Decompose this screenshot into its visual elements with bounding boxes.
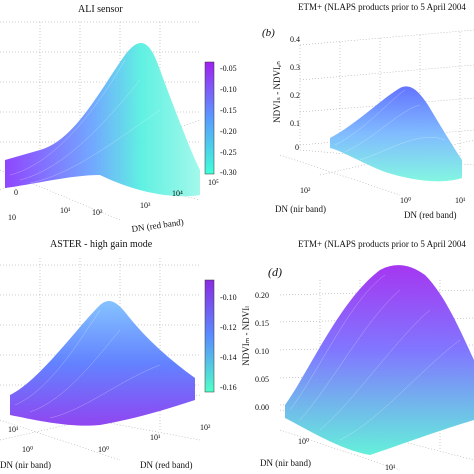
panel-b-xtick-2: 10¹ <box>455 196 466 205</box>
panel-d: ETM+ (NLAPS products prior to 5 April 20… <box>255 239 474 472</box>
panel-c-cb-tick-3: -0.14 <box>220 353 237 362</box>
panel-c-colorbar <box>204 279 215 393</box>
panel-b: ETM+ (NLAPS products prior to 5 April 20… <box>262 2 474 220</box>
panel-a-xlabel: DN (red band) <box>131 217 184 234</box>
panel-a-ytick-1: 0 <box>14 188 18 197</box>
panel-b-mesh-lines <box>334 89 446 161</box>
panel-b-zlabel: NDVIₛ - NDVIₑₙ <box>272 61 282 123</box>
panel-b-zticks: 0.4 0.3 0.2 0.1 0 <box>290 35 300 152</box>
panel-b-title: ETM+ (NLAPS products prior to 5 April 20… <box>298 2 466 12</box>
panel-b-ztick-3: 0.2 <box>290 91 300 100</box>
panel-d-xtick-1: 10¹ <box>385 463 396 472</box>
panel-a-cb-tick-4: -0.20 <box>220 127 237 136</box>
panel-d-ztick-3: 0.10 <box>255 347 269 356</box>
panel-d-title: ETM+ (NLAPS products prior to 5 April 20… <box>298 239 466 249</box>
panel-a-xtick-3: 10³ <box>140 201 151 210</box>
panel-d-mesh-lines <box>289 274 461 441</box>
panel-d-surface <box>285 265 474 455</box>
panel-a-cb-tick-1: -0.05 <box>220 64 237 73</box>
panel-c-ylabel: DN (nir band) <box>0 460 51 470</box>
panel-d-ztick-5: 0.00 <box>255 403 269 412</box>
panel-d-letter: (d) <box>268 265 282 279</box>
panel-c-cb-tick-1: -0.10 <box>220 293 237 302</box>
panel-a-title: ALI sensor <box>78 4 123 15</box>
panel-a-ytick-2: 10 <box>8 213 16 222</box>
panel-a: ALI sensor 0 10 10¹ 10² 10³ 10⁴ 10⁵ DN (… <box>0 4 237 234</box>
panel-c-cb-tick-4: -0.16 <box>220 383 237 392</box>
panel-b-xtick-1: 10⁰ <box>400 196 411 205</box>
panel-c-surface <box>10 300 195 426</box>
panel-a-xtick-2: 10² <box>92 208 103 217</box>
panel-a-axis-ticks: 0 10 10¹ 10² 10³ 10⁴ 10⁵ <box>8 178 219 222</box>
panel-a-cb-tick-2: -0.10 <box>220 85 237 94</box>
panel-c-axis-ticks: 10¹ 10⁰ 10⁰ 10¹ 10² <box>8 423 211 454</box>
panel-c: ASTER - high gain mode 10¹ 10⁰ 10⁰ 10¹ 1… <box>0 239 251 470</box>
panel-c-cb-label: NDVIₘ - NDVIₗ <box>241 306 251 366</box>
panel-c-xtick-3: 10² <box>200 423 211 432</box>
panel-d-ztick-4: 0.05 <box>255 375 269 384</box>
panel-a-xtick-4: 10⁴ <box>172 189 183 198</box>
panel-b-surface <box>330 86 462 182</box>
panel-a-colorbar-ticks: -0.05 -0.10 -0.15 -0.20 -0.25 -0.30 <box>220 64 237 177</box>
panel-b-letter: (b) <box>262 27 275 39</box>
panel-a-xtick-1: 10¹ <box>60 206 71 215</box>
panel-c-ytick-1: 10¹ <box>8 425 19 434</box>
panel-d-ytick-1: 10⁰ <box>298 437 309 446</box>
panel-a-mesh-lines <box>9 59 161 184</box>
panel-c-xlabel: DN (red band) <box>140 460 192 470</box>
panel-a-cb-tick-5: -0.25 <box>220 148 237 157</box>
panel-c-mesh-lines <box>14 309 161 419</box>
panel-c-cb-tick-2: -0.12 <box>220 323 237 332</box>
panel-b-ztick-1: 0.4 <box>290 35 300 44</box>
panel-d-ztick-1: 0.20 <box>255 291 269 300</box>
panel-b-ztick-4: 0.1 <box>290 119 300 128</box>
panel-a-cb-tick-6: -0.30 <box>220 168 237 177</box>
panel-b-ztick-5: 0 <box>295 143 299 152</box>
panel-d-zticks: 0.20 0.15 0.10 0.05 0.00 <box>255 291 269 412</box>
panel-a-colorbar <box>204 61 215 175</box>
panel-a-xtick-5: 10⁵ <box>208 178 219 187</box>
panel-b-xlabel: DN (red band) <box>404 210 456 220</box>
panel-d-ztick-2: 0.15 <box>255 319 269 328</box>
panel-a-cb-tick-3: -0.15 <box>220 106 237 115</box>
panel-b-ytick-1: 10² <box>300 186 311 195</box>
panel-c-xtick-2: 10¹ <box>150 433 161 442</box>
panel-d-ylabel: DN (nir band) <box>260 458 311 468</box>
panel-c-ytick-2: 10⁰ <box>22 445 33 454</box>
panel-b-ylabel: DN (nir band) <box>275 204 326 214</box>
panel-c-colorbar-ticks: -0.10 -0.12 -0.14 -0.16 <box>220 293 237 392</box>
panel-c-xtick-1: 10⁰ <box>98 445 109 454</box>
panel-b-ztick-2: 0.3 <box>290 63 300 72</box>
panel-a-surface <box>5 43 200 197</box>
panel-c-title: ASTER - high gain mode <box>50 239 153 250</box>
